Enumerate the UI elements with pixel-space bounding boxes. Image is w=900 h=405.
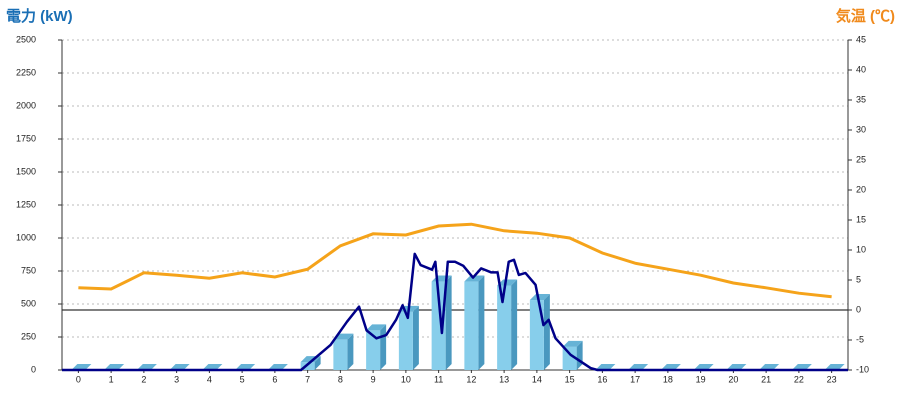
bar bbox=[497, 285, 512, 370]
bar bbox=[333, 339, 348, 370]
bar-top bbox=[464, 275, 485, 282]
bar-top bbox=[595, 364, 616, 370]
x-tick-label: 7 bbox=[305, 374, 310, 384]
bar-side bbox=[543, 294, 550, 370]
x-tick-label: 1 bbox=[109, 374, 114, 384]
y2-tick-label: 15 bbox=[856, 214, 866, 224]
x-tick-label: 4 bbox=[207, 374, 212, 384]
y2-tick-label: -5 bbox=[856, 334, 864, 344]
x-tick-label: 11 bbox=[434, 374, 443, 384]
x-tick-label: 9 bbox=[371, 374, 376, 384]
bar bbox=[431, 281, 446, 370]
power-line bbox=[62, 252, 848, 372]
x-tick-label: 0 bbox=[76, 374, 81, 384]
bar-top bbox=[726, 364, 747, 370]
bar-side bbox=[511, 279, 518, 370]
bar-top bbox=[169, 364, 190, 370]
x-tick-label: 16 bbox=[597, 374, 607, 384]
x-tick-label: 20 bbox=[728, 374, 738, 384]
bar-side bbox=[478, 275, 485, 370]
bar-top bbox=[235, 364, 256, 370]
y2-axis-title: 気温 (℃) bbox=[836, 7, 895, 25]
y2-tick-label: 40 bbox=[856, 64, 866, 74]
bar-top bbox=[104, 364, 125, 370]
bar-side bbox=[412, 305, 419, 370]
bar-top bbox=[529, 294, 550, 301]
bar bbox=[562, 346, 577, 370]
x-tick-label: 3 bbox=[174, 374, 179, 384]
bar bbox=[464, 281, 479, 370]
x-tick-label: 18 bbox=[663, 374, 673, 384]
y2-tick-label: 20 bbox=[856, 184, 866, 194]
bar-top bbox=[136, 364, 157, 370]
bar-side bbox=[380, 324, 387, 370]
bar bbox=[529, 300, 544, 370]
bar-top bbox=[628, 364, 649, 370]
x-tick-label: 15 bbox=[565, 374, 575, 384]
bar-top bbox=[824, 364, 845, 370]
y-tick-label: 0 bbox=[31, 364, 36, 374]
x-tick-label: 12 bbox=[466, 374, 476, 384]
y-tick-label: 2000 bbox=[16, 100, 36, 110]
bar-top bbox=[693, 364, 714, 370]
bar bbox=[398, 311, 413, 370]
x-tick-label: 5 bbox=[240, 374, 245, 384]
x-tick-label: 22 bbox=[794, 374, 804, 384]
bar-top bbox=[71, 364, 92, 370]
bar-top bbox=[660, 364, 681, 370]
bar-side bbox=[347, 333, 354, 370]
y2-tick-label: 5 bbox=[856, 274, 861, 284]
x-tick-label: 6 bbox=[272, 374, 277, 384]
y-tick-label: 1500 bbox=[16, 166, 36, 176]
temperature-line bbox=[78, 222, 832, 299]
x-tick-label: 8 bbox=[338, 374, 343, 384]
bar-top bbox=[791, 364, 812, 370]
y2-tick-label: -10 bbox=[856, 364, 869, 374]
y2-tick-label: 10 bbox=[856, 244, 866, 254]
y-tick-label: 1750 bbox=[16, 133, 36, 143]
y-tick-label: 1250 bbox=[16, 199, 36, 209]
y-tick-label: 2500 bbox=[16, 34, 36, 44]
x-tick-label: 19 bbox=[696, 374, 706, 384]
y-tick-label: 500 bbox=[21, 298, 36, 308]
y2-tick-label: 45 bbox=[856, 34, 866, 44]
x-tick-label: 21 bbox=[761, 374, 771, 384]
y-tick-label: 250 bbox=[21, 331, 36, 341]
y2-tick-label: 25 bbox=[856, 154, 866, 164]
bar-side bbox=[314, 356, 321, 370]
bar bbox=[366, 330, 381, 370]
y-tick-label: 2250 bbox=[16, 67, 36, 77]
bar-top bbox=[202, 364, 223, 370]
x-tick-label: 14 bbox=[532, 374, 542, 384]
y-axis-title: 電力 (kW) bbox=[6, 7, 73, 25]
bar-top bbox=[366, 324, 387, 331]
y2-tick-label: 30 bbox=[856, 124, 866, 134]
y2-tick-label: 35 bbox=[856, 94, 866, 104]
y-tick-label: 1000 bbox=[16, 232, 36, 242]
y2-tick-label: 0 bbox=[856, 304, 861, 314]
bar-top bbox=[759, 364, 780, 370]
bar-top bbox=[497, 279, 518, 286]
x-tick-label: 10 bbox=[401, 374, 411, 384]
y-tick-label: 750 bbox=[21, 265, 36, 275]
x-tick-label: 17 bbox=[630, 374, 640, 384]
x-tick-label: 23 bbox=[827, 374, 837, 384]
x-tick-label: 13 bbox=[499, 374, 509, 384]
bar-top bbox=[267, 364, 288, 370]
bar-top bbox=[562, 340, 583, 347]
bar-side bbox=[445, 275, 452, 370]
x-tick-label: 2 bbox=[141, 374, 146, 384]
